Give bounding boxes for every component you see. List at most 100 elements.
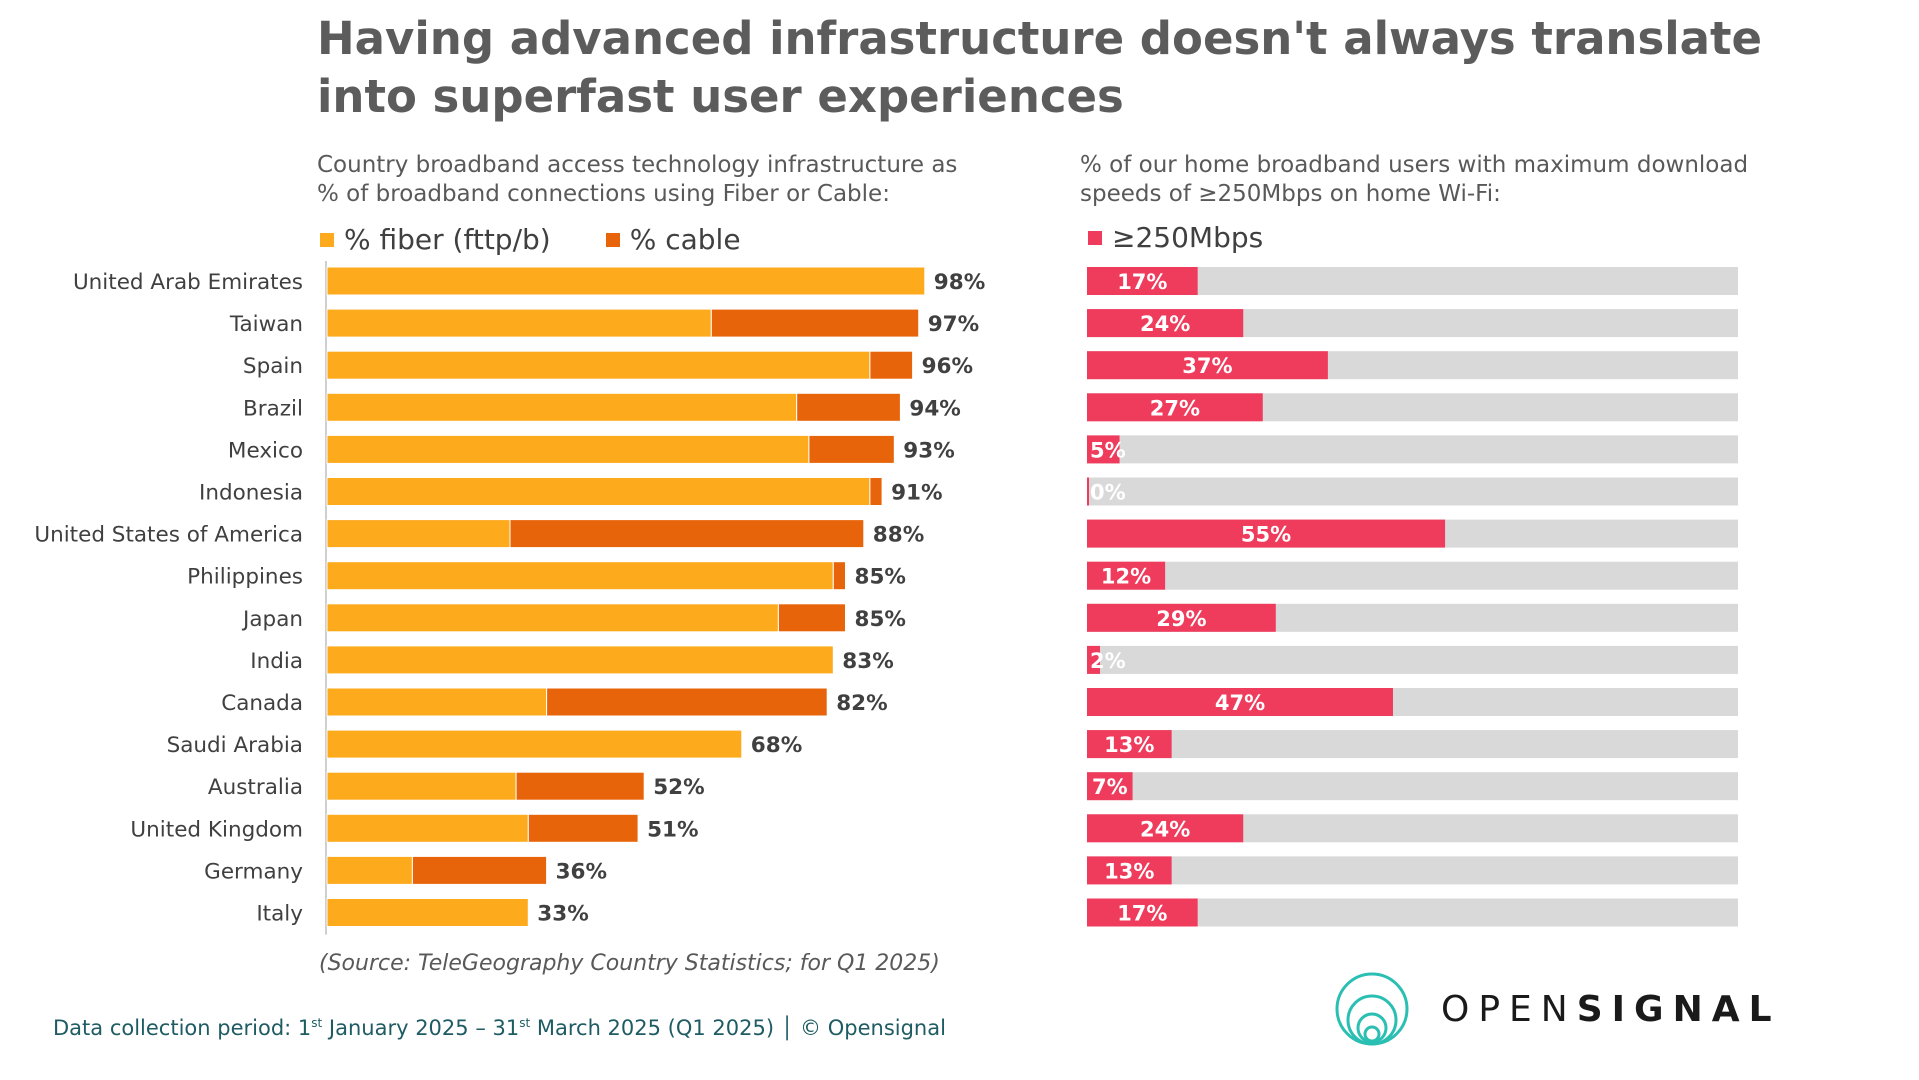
speed-track-philippines <box>1087 561 1738 590</box>
footer-sup-1: st <box>311 1016 323 1030</box>
opensignal-logo: OPENSIGNAL <box>1333 970 1781 1048</box>
speed-bar-philippines <box>1087 561 1166 590</box>
fiber-bar-united-arab-emirates <box>326 266 926 296</box>
speed-label-indonesia: 0% <box>1090 481 1126 505</box>
fiber-bar-india <box>326 645 834 675</box>
speed-bar-canada <box>1087 688 1393 716</box>
speed-label-mexico: 5% <box>1090 438 1126 462</box>
fiber-bar-japan <box>326 603 779 633</box>
legend-label-fiber: % fiber (fttp/b) <box>344 223 551 256</box>
speed-bar-italy <box>1087 898 1198 927</box>
speed-track-saudi-arabia <box>1087 730 1738 759</box>
cable-bar-brazil <box>796 392 901 422</box>
logo-text: OPENSIGNAL <box>1441 989 1781 1030</box>
category-label-spain: Spain <box>243 354 303 379</box>
cable-bar-philippines <box>832 561 846 591</box>
fiber-bar-italy <box>326 898 529 927</box>
total-label-philippines: 85% <box>855 565 906 590</box>
logo-rings-icon <box>1335 972 1409 1046</box>
cable-bar-united-states-of-america <box>509 519 865 549</box>
fiber-bar-indonesia <box>326 477 871 506</box>
category-label-australia: Australia <box>208 775 303 800</box>
total-label-spain: 96% <box>922 354 973 379</box>
cable-bar-united-kingdom <box>527 813 639 843</box>
fiber-bar-australia <box>326 771 517 801</box>
category-label-philippines: Philippines <box>187 565 303 590</box>
speed-label-taiwan: 24% <box>1140 312 1190 336</box>
legend-swatch-speed <box>1088 230 1102 245</box>
legend-label-speed: ≥250Mbps <box>1112 221 1264 254</box>
cable-bar-japan <box>777 603 847 633</box>
total-label-mexico: 93% <box>903 438 954 463</box>
speed-label-australia: 7% <box>1092 775 1128 799</box>
speed-bar-japan <box>1087 603 1276 632</box>
speed-label-italy: 17% <box>1117 902 1167 926</box>
speed-bar-united-states-of-america <box>1087 519 1446 548</box>
right-legend: ≥250Mbps <box>1088 221 1318 254</box>
cable-bar-australia <box>515 771 645 801</box>
speed-track-australia <box>1087 772 1738 801</box>
category-label-united-arab-emirates: United Arab Emirates <box>73 270 303 295</box>
speed-bar-taiwan <box>1087 309 1244 338</box>
category-label-canada: Canada <box>221 691 303 716</box>
legend-label-cable: % cable <box>629 223 741 256</box>
speed-label-united-kingdom: 24% <box>1140 817 1190 841</box>
right-panel-subtitle: % of our home broadband users with maxim… <box>1080 152 1749 207</box>
footer-middle: January 2025 – 31 <box>322 1016 520 1040</box>
legend-swatch-fiber <box>320 232 334 247</box>
total-label-united-kingdom: 51% <box>647 817 698 842</box>
category-label-germany: Germany <box>204 859 303 884</box>
category-label-japan: Japan <box>241 607 303 632</box>
logo-text-open: OPEN <box>1441 988 1577 1030</box>
fiber-bar-united-states-of-america <box>326 519 511 549</box>
cable-bar-mexico <box>808 434 895 464</box>
speed-label-united-arab-emirates: 17% <box>1117 270 1167 294</box>
speed-track-india <box>1087 645 1738 674</box>
category-label-united-states-of-america: United States of America <box>34 523 303 548</box>
speed-label-brazil: 27% <box>1150 396 1200 420</box>
total-label-taiwan: 97% <box>928 312 979 337</box>
speed-bar-australia <box>1087 772 1133 801</box>
total-label-indonesia: 91% <box>891 481 942 506</box>
footer-suffix: March 2025 (Q1 2025) │ © Opensignal <box>530 1016 946 1040</box>
left-legend: % fiber (fttp/b) % cable <box>320 223 796 256</box>
fiber-bar-canada <box>326 687 548 717</box>
speed-label-philippines: 12% <box>1101 565 1151 589</box>
speed-bar-united-arab-emirates <box>1087 267 1198 295</box>
category-label-mexico: Mexico <box>228 438 303 463</box>
speed-bar-saudi-arabia <box>1087 730 1172 759</box>
category-label-indonesia: Indonesia <box>199 481 303 506</box>
total-label-japan: 85% <box>855 607 906 632</box>
cable-bar-indonesia <box>869 477 883 506</box>
total-label-canada: 82% <box>836 691 887 716</box>
total-label-saudi-arabia: 68% <box>751 733 802 758</box>
speed-label-germany: 13% <box>1104 859 1154 883</box>
speed-label-spain: 37% <box>1182 354 1232 378</box>
chart-title: Having advanced infrastructure doesn't a… <box>317 12 1763 123</box>
fiber-bar-saudi-arabia <box>326 729 743 759</box>
legend-item-speed: ≥250Mbps <box>1088 221 1263 254</box>
category-label-saudi-arabia: Saudi Arabia <box>167 733 303 758</box>
category-label-united-kingdom: United Kingdom <box>130 817 303 842</box>
category-label-india: India <box>250 649 303 674</box>
speed-label-japan: 29% <box>1156 607 1206 631</box>
speed-label-india: 2% <box>1090 649 1126 673</box>
speed-bar-brazil <box>1087 393 1263 422</box>
legend-swatch-cable <box>605 232 620 247</box>
speed-bar-indonesia <box>1087 477 1089 506</box>
total-label-germany: 36% <box>556 859 607 884</box>
legend-item-cable: % cable <box>605 223 741 256</box>
speed-bar-spain <box>1087 351 1328 380</box>
source-note: (Source: TeleGeography Country Statistic… <box>319 951 940 976</box>
speed-track-germany <box>1087 856 1738 885</box>
category-label-brazil: Brazil <box>243 396 303 421</box>
total-label-italy: 33% <box>537 902 588 927</box>
legend-item-fiber: % fiber (fttp/b) <box>320 223 551 256</box>
speed-label-united-states-of-america: 55% <box>1241 523 1291 547</box>
fiber-bar-brazil <box>326 392 798 422</box>
cable-bar-canada <box>546 687 828 717</box>
fiber-bar-taiwan <box>326 308 712 338</box>
cable-bar-taiwan <box>710 308 920 338</box>
total-label-brazil: 94% <box>909 396 960 421</box>
fiber-bar-germany <box>326 855 413 885</box>
